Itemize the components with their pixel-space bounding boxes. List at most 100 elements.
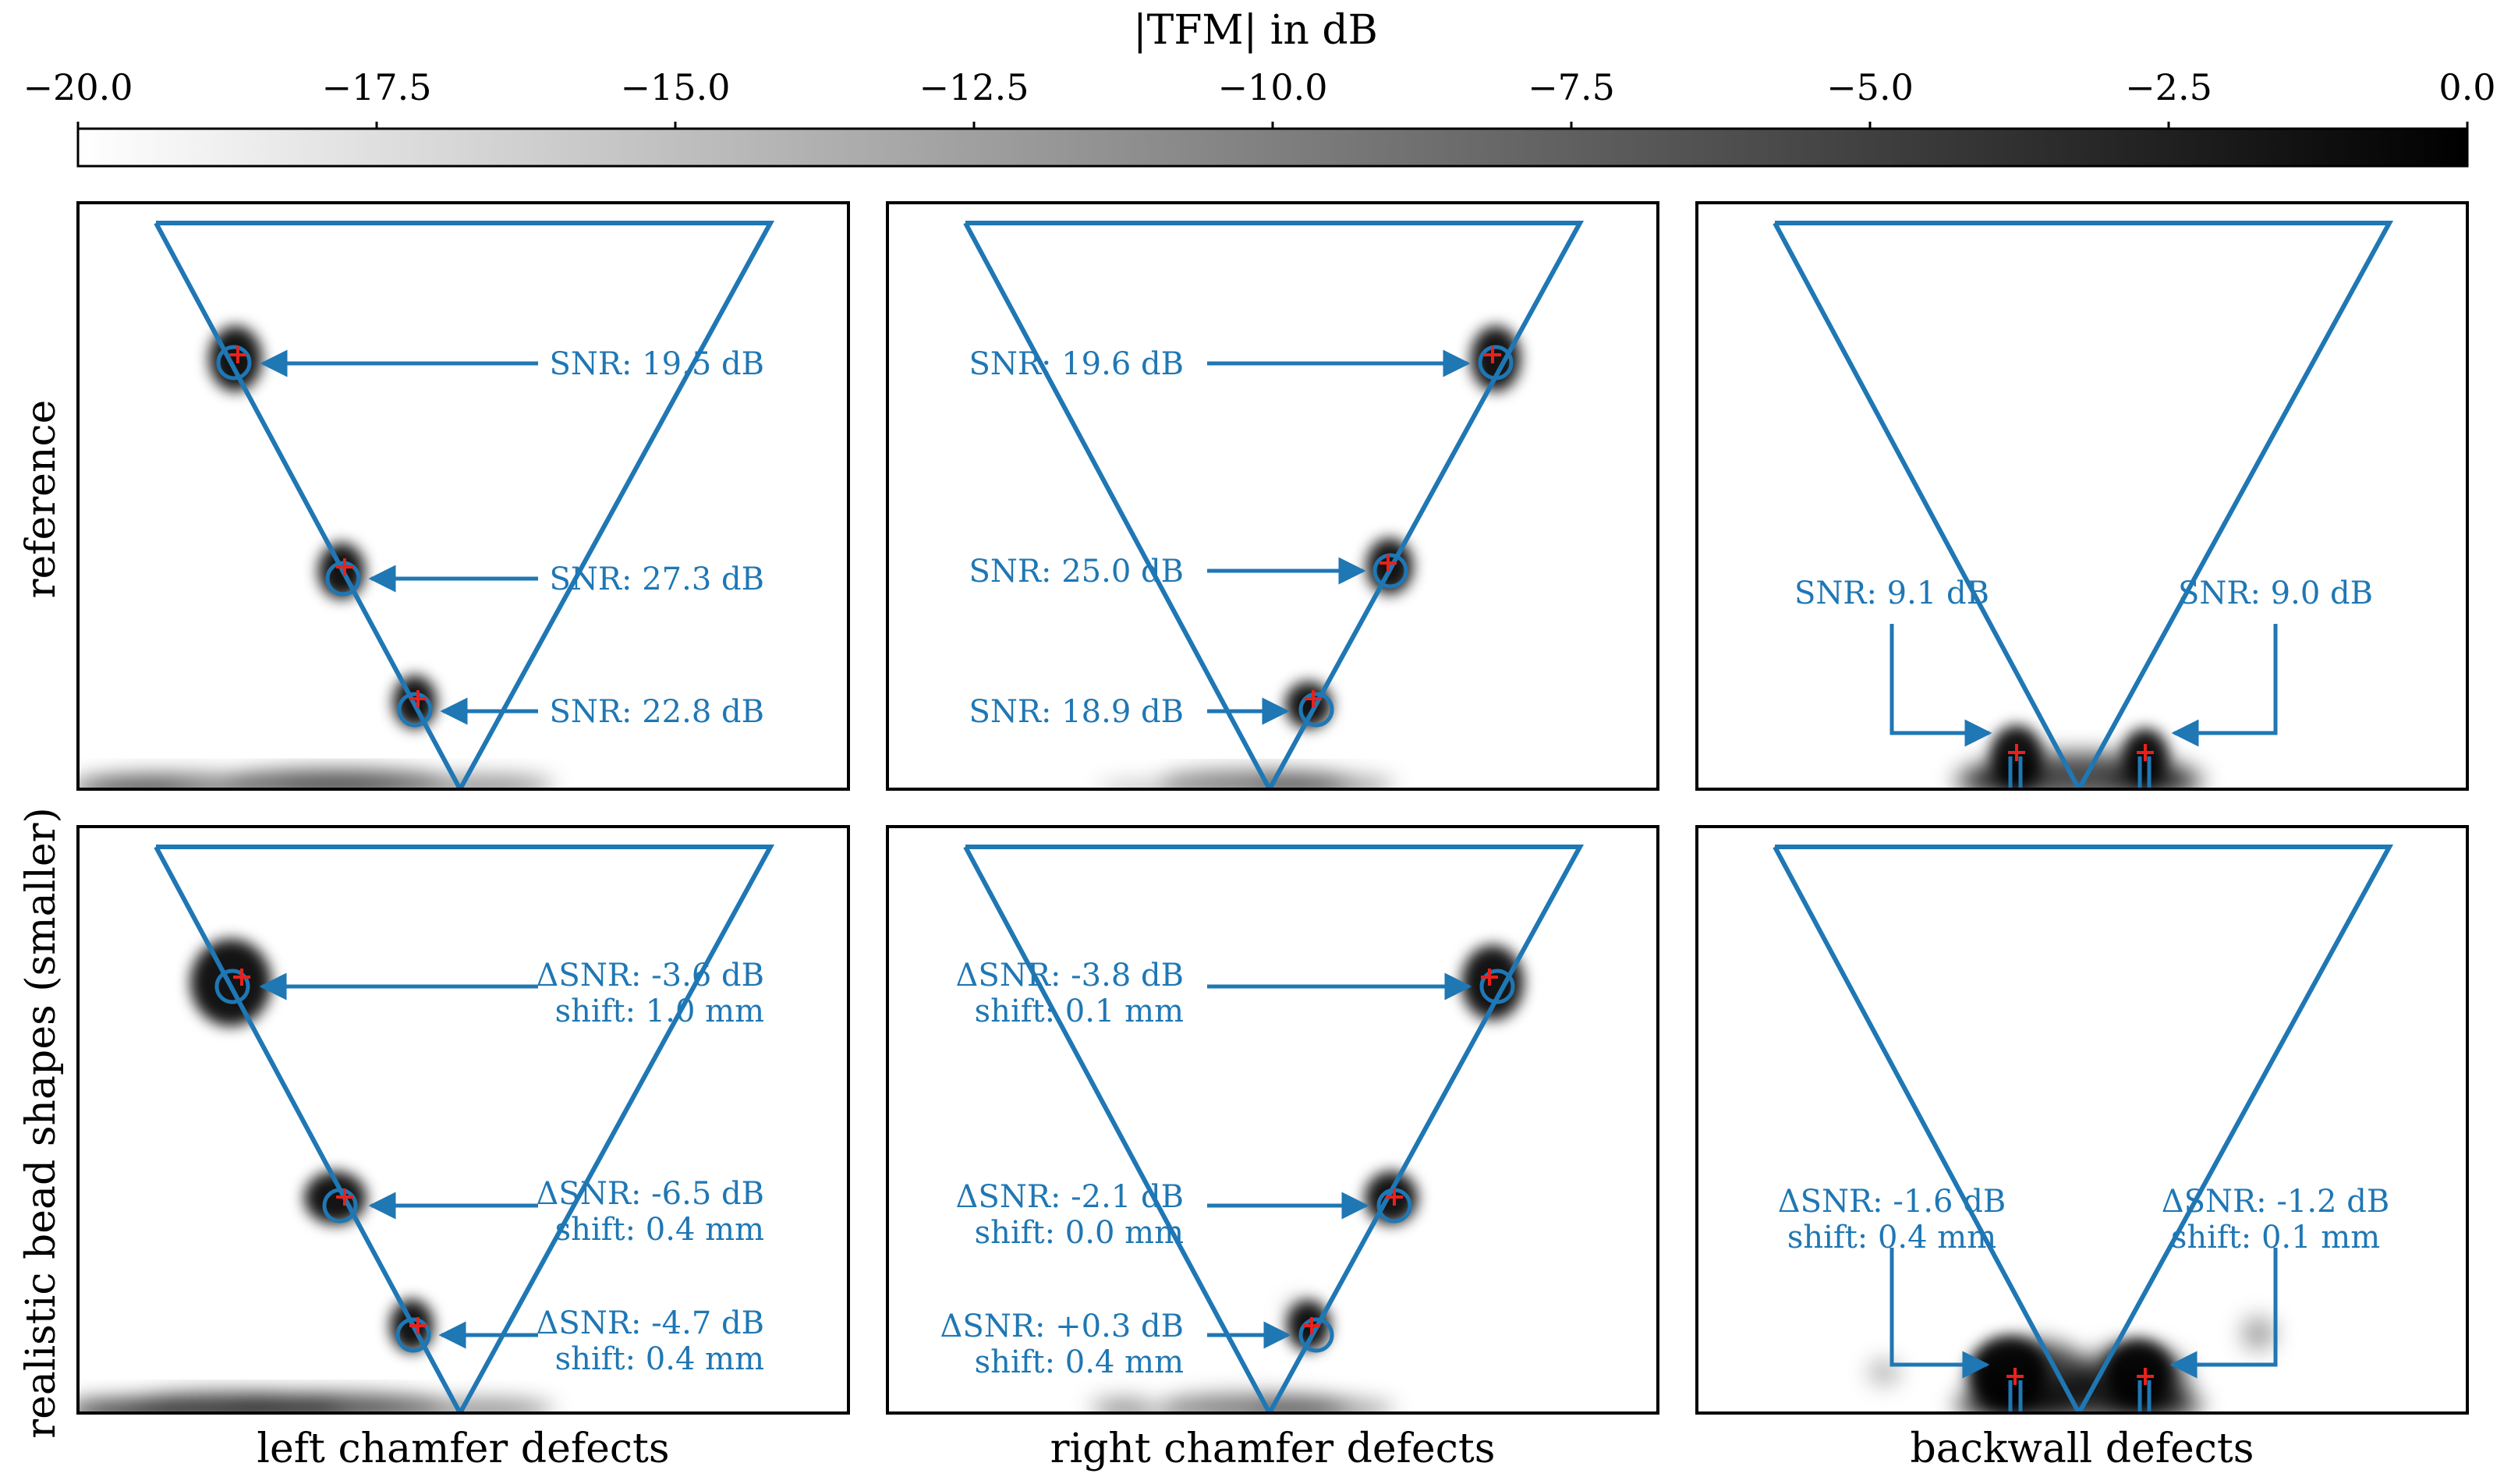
panel-backwall-reference: SNR: 9.1 dB SNR: 9.0 dB	[1695, 201, 2469, 791]
colorbar-tick-label: −7.5	[1528, 66, 1615, 108]
panel-frame	[76, 825, 850, 1415]
snr-annotation: ΔSNR: -4.7 dB shift: 0.4 mm	[537, 1305, 764, 1377]
max-position-marker	[1481, 969, 1498, 986]
panel-content	[1773, 221, 2394, 789]
snr-annotation-line: shift: 0.1 mm	[975, 993, 1184, 1029]
defect-position-circle	[216, 345, 252, 381]
snr-annotation: ΔSNR: -1.2 dB shift: 0.1 mm	[2162, 1184, 2389, 1256]
tfm-noise-spot	[1254, 777, 1394, 789]
annotation-arrow	[1889, 1248, 1990, 1379]
max-position-marker	[1379, 554, 1397, 572]
snr-annotation-line: shift: 0.0 mm	[975, 1215, 1184, 1251]
weld-geometry	[963, 221, 1585, 789]
max-position-marker	[2137, 1368, 2154, 1385]
tfm-noise-spot	[2241, 1316, 2275, 1351]
annotation-arrow	[1889, 624, 1992, 747]
tfm-noise-spot	[413, 777, 554, 789]
snr-annotation: SNR: 25.0 dB	[969, 554, 1185, 590]
max-position-marker	[1386, 1188, 1403, 1206]
snr-annotation-line: ΔSNR: -1.6 dB	[1778, 1184, 2006, 1220]
weld-geometry	[963, 845, 1585, 1413]
snr-annotation: SNR: 19.5 dB	[550, 346, 765, 382]
panel-frame	[886, 825, 1659, 1415]
colorbar-tick-label: −10.0	[1218, 66, 1328, 108]
defect-position-circle	[1298, 1317, 1334, 1353]
tfm-noise-spot	[1254, 1401, 1394, 1413]
tfm-backwall-noise	[78, 771, 554, 789]
max-position-marker	[2006, 1368, 2024, 1385]
snr-annotation-line: shift: 0.4 mm	[555, 1212, 764, 1248]
panel-content	[78, 845, 775, 1413]
snr-annotation: SNR: 18.9 dB	[969, 694, 1185, 730]
colorbar-gradient	[76, 127, 2469, 168]
tfm-defect-blobs	[1287, 945, 1524, 1351]
defect-position-circle	[395, 1317, 431, 1353]
colorbar: |TFM| in dB −20.0 −17.5 −15.0 −12.5 −10.0 −7.…	[23, 7, 2496, 168]
snr-annotation-line: ΔSNR: -3.6 dB	[537, 958, 764, 993]
col-label-backwall: backwall defects	[1910, 1426, 2254, 1472]
max-position-marker	[229, 346, 246, 363]
max-position-marker	[233, 969, 250, 986]
weld-geometry	[154, 845, 775, 1413]
max-position-marker	[1303, 1317, 1320, 1334]
tfm-noise-spot	[226, 771, 444, 789]
max-position-marker	[2137, 744, 2154, 761]
snr-annotation-line: SNR: 25.0 dB	[969, 554, 1185, 590]
snr-annotation-line: SNR: 9.1 dB	[1794, 576, 1989, 611]
panel-right-reference: SNR: 19.6 dB SNR: 25.0 dB SNR: 18.9 dB	[886, 201, 1659, 791]
snr-annotation: SNR: 22.8 dB	[550, 694, 765, 730]
snr-annotation-line: SNR: 19.5 dB	[550, 346, 765, 382]
row-label-reference: reference	[18, 400, 65, 599]
panel-frame	[886, 201, 1659, 791]
colorbar-tick-label: −20.0	[23, 66, 133, 108]
defect-position-circle	[397, 692, 433, 728]
snr-annotation: SNR: 19.6 dB	[969, 346, 1185, 382]
max-position-marker	[336, 1188, 353, 1206]
max-position-marker	[336, 558, 353, 576]
tfm-backwall-noise	[1098, 771, 1394, 789]
snr-annotation-line: shift: 0.4 mm	[975, 1344, 1184, 1380]
snr-annotation: SNR: 9.0 dB	[2178, 576, 2373, 611]
tfm-noise-spot	[78, 1401, 156, 1413]
snr-annotation: ΔSNR: -6.5 dB shift: 0.4 mm	[537, 1176, 764, 1248]
colorbar-tick-label: −5.0	[1826, 66, 1914, 108]
col-label-right: right chamfer defects	[1050, 1426, 1496, 1472]
snr-annotation-line: shift: 0.4 mm	[1787, 1220, 1996, 1256]
tfm-noise-spot	[1090, 1398, 1153, 1413]
defect-position-circle	[1478, 345, 1514, 381]
colorbar-tick-label: 0.0	[2438, 66, 2495, 108]
snr-annotation-line: SNR: 18.9 dB	[969, 694, 1185, 730]
tfm-noise-spot	[125, 1394, 343, 1413]
panel-frame	[1695, 201, 2469, 791]
snr-annotation-line: SNR: 9.0 dB	[2178, 576, 2373, 611]
colorbar-label: |TFM| in dB	[1133, 7, 1378, 54]
snr-annotation-line: SNR: 27.3 dB	[550, 561, 765, 597]
weld-geometry	[154, 221, 775, 789]
snr-annotation: SNR: 9.1 dB	[1794, 576, 1989, 611]
snr-annotation-line: ΔSNR: -1.2 dB	[2162, 1184, 2389, 1220]
snr-annotation-line: SNR: 19.6 dB	[969, 346, 1185, 382]
colorbar-ticks: −20.0 −17.5 −15.0 −12.5 −10.0 −7.5 −5.0 −2.5 0.0	[23, 66, 2496, 129]
max-position-marker	[2008, 744, 2025, 761]
defect-position-circle	[1479, 969, 1515, 1004]
tfm-backwall-noise	[78, 1394, 554, 1413]
snr-annotation-line: ΔSNR: -4.7 dB	[537, 1305, 764, 1341]
tfm-defect-blob	[1461, 945, 1524, 1020]
panel-left-reference: SNR: 19.5 dB SNR: 27.3 dB SNR: 22.8 dB	[76, 201, 850, 791]
annotation-arrow	[2169, 1248, 2278, 1379]
panel-content	[1773, 845, 2394, 1413]
panel-frame	[76, 201, 850, 791]
defect-position-circle	[1298, 692, 1334, 728]
snr-annotation-line: shift: 0.4 mm	[555, 1341, 764, 1377]
snr-annotation: ΔSNR: -1.6 dB shift: 0.4 mm	[1778, 1184, 2006, 1256]
defect-position-circle	[214, 969, 250, 1004]
max-position-marker	[409, 1317, 427, 1334]
panel-content	[963, 845, 1585, 1413]
tfm-backwall-noise	[1868, 1316, 2275, 1413]
tfm-noise-spot	[78, 781, 187, 789]
tfm-defect-blobs	[1285, 326, 1521, 728]
max-position-marker	[409, 690, 427, 707]
